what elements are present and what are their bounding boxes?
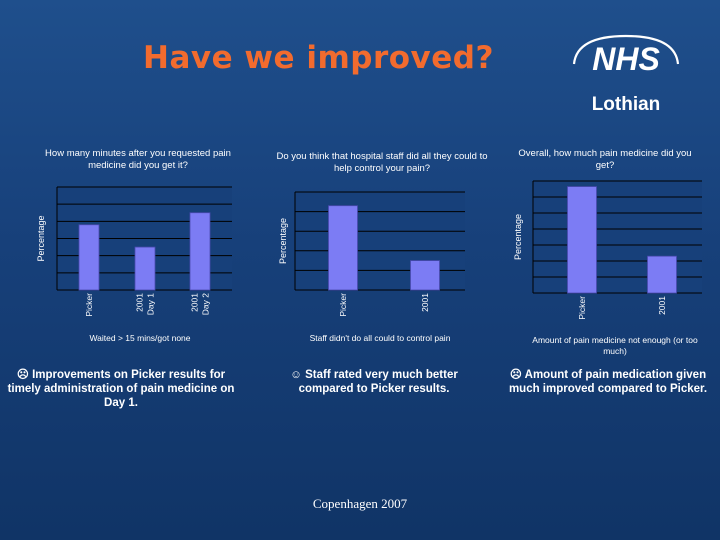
y-axis-label: Percentage bbox=[513, 214, 523, 260]
chart1-summary: ☹ Improvements on Picker results for tim… bbox=[7, 369, 235, 409]
bar-2 bbox=[647, 255, 677, 294]
chart3-plot: Picker 2001 Percentage bbox=[513, 180, 702, 320]
chart2-note: Staff didn't do all could to control pai… bbox=[309, 333, 451, 343]
logo-lothian-text: Lothian bbox=[592, 94, 661, 115]
chart2-question: Do you think that hospital staff did all… bbox=[276, 151, 488, 174]
x-tick-label: Day 2 bbox=[201, 293, 211, 315]
chart2-summary: ☺ Staff rated very much better compared … bbox=[290, 369, 458, 395]
x-tick-label: Picker bbox=[84, 293, 94, 317]
nhs-lothian-logo: NHS Lothian bbox=[566, 34, 686, 124]
chart1-note: Waited > 15 mins/got none bbox=[89, 333, 191, 343]
bar-1 bbox=[328, 205, 358, 291]
footer-text: Copenhagen 2007 bbox=[312, 496, 408, 511]
x-tick-label: 2001 bbox=[657, 296, 667, 315]
chart2-plot: Picker 2001 Percentage bbox=[278, 191, 465, 317]
x-tick-label: Picker bbox=[577, 296, 587, 320]
chart3-question: Overall, how much pain medicine did you … bbox=[518, 148, 692, 171]
x-tick-label: Day 1 bbox=[146, 293, 156, 315]
chart3-summary: ☹ Amount of pain medication given much i… bbox=[508, 369, 708, 395]
x-tick-label: 2001 bbox=[420, 293, 430, 312]
chart3-note: Amount of pain medicine not enough (or t… bbox=[532, 335, 698, 356]
bar-1 bbox=[567, 186, 597, 294]
x-tick-label: 2001 bbox=[135, 293, 145, 312]
logo-swoosh-icon bbox=[572, 34, 680, 65]
bar-2 bbox=[134, 246, 156, 291]
y-axis-label: Percentage bbox=[36, 215, 46, 261]
bar-3 bbox=[189, 212, 211, 291]
x-tick-label: 2001 bbox=[190, 293, 200, 312]
slide-title: Have we improved? bbox=[143, 40, 494, 76]
y-axis-label: Percentage bbox=[278, 218, 288, 264]
bar-2 bbox=[410, 260, 440, 291]
x-tick-label: Picker bbox=[338, 293, 348, 317]
logo-nhs-text: NHS bbox=[592, 41, 660, 77]
chart1-question: How many minutes after you requested pai… bbox=[45, 148, 231, 171]
bar-1 bbox=[78, 224, 100, 291]
